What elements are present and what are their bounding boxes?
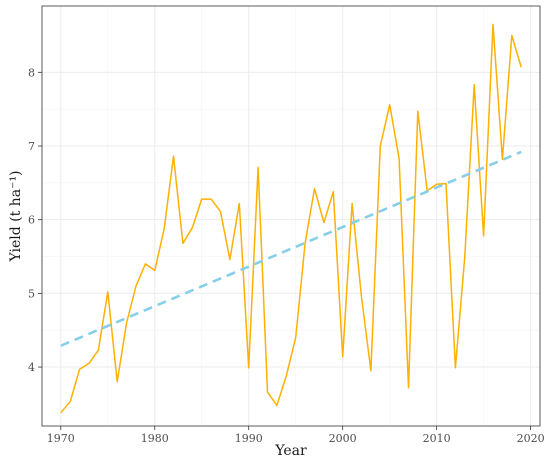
grid xyxy=(42,6,540,426)
y-tick-label: 4 xyxy=(28,361,35,374)
y-tick-label: 6 xyxy=(28,214,35,227)
x-axis: 1970 1980 1990 2000 2010 2020 xyxy=(47,426,545,445)
x-tick-label: 2020 xyxy=(517,432,545,445)
x-tick-label: 2010 xyxy=(423,432,451,445)
y-tick-label: 8 xyxy=(28,66,35,79)
series-lines xyxy=(60,23,522,414)
y-axis-title: Yield (t ha⁻¹) xyxy=(8,170,24,262)
plot-panel-border xyxy=(41,5,541,427)
yield-line xyxy=(60,23,522,414)
x-tick-label: 1980 xyxy=(141,432,169,445)
y-tick-label: 7 xyxy=(28,140,35,153)
x-tick-label: 1990 xyxy=(235,432,263,445)
x-tick-label: 2000 xyxy=(329,432,357,445)
y-tick-label: 5 xyxy=(28,287,35,300)
y-axis: 4 5 6 7 8 xyxy=(28,66,42,374)
x-axis-title: Year xyxy=(274,443,307,459)
trend-line xyxy=(60,150,522,347)
x-tick-label: 1970 xyxy=(47,432,75,445)
